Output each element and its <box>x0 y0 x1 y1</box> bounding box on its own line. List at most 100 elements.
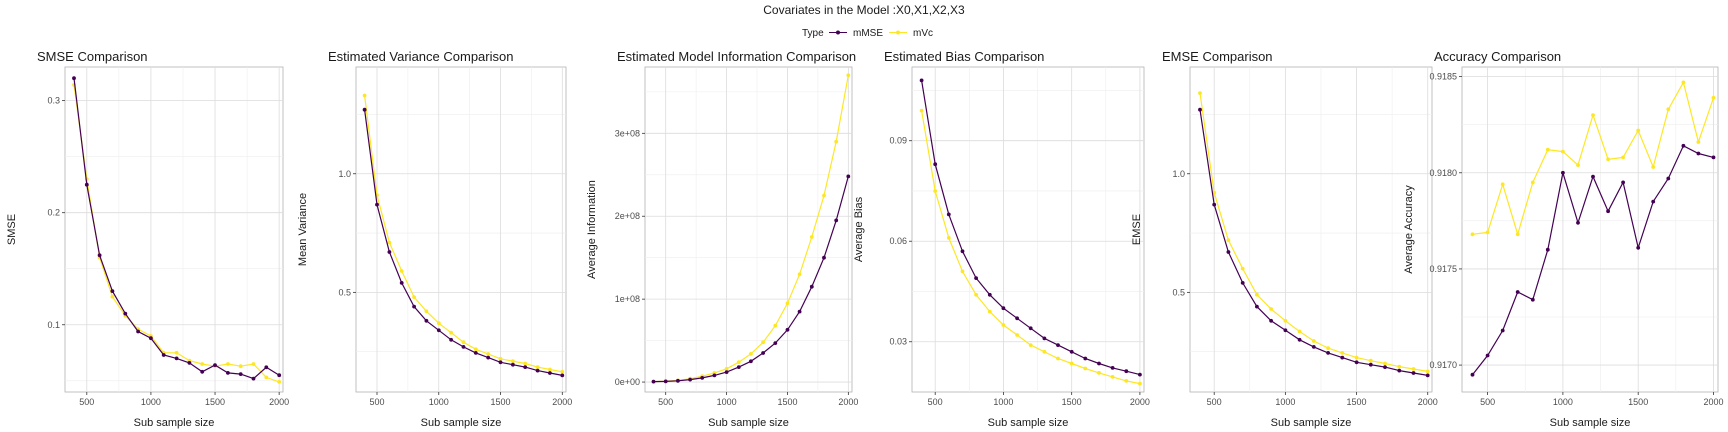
panel-border <box>64 66 284 393</box>
chart-panel: 0.5 1.0 500 1000 1500 2000 Estimated Variance … <box>297 49 572 429</box>
data-point-mmse <box>1606 209 1610 214</box>
data-point-mmse <box>123 311 128 316</box>
y-tick-label: 0.5 <box>1172 287 1185 297</box>
data-point-mmse <box>174 356 179 361</box>
x-tick-label: 500 <box>928 397 943 407</box>
x-tick-label: 1500 <box>491 397 511 407</box>
data-point-mvc <box>1240 266 1245 271</box>
data-point-mmse <box>1283 328 1288 333</box>
data-point-mvc <box>1561 149 1565 154</box>
y-tick-label: 0.9185 <box>1429 72 1457 82</box>
data-point-mvc <box>834 139 839 144</box>
data-point-mmse <box>461 345 466 349</box>
data-point-mmse <box>449 337 453 342</box>
data-point-mvc <box>1340 351 1345 355</box>
data-point-mmse <box>1326 351 1330 355</box>
data-point-mmse <box>1240 281 1245 285</box>
data-point-mvc <box>1138 381 1142 386</box>
y-tick-label: 0.3 <box>47 96 60 106</box>
data-point-mmse <box>1666 176 1671 181</box>
y-axis-label: SMSE <box>6 214 18 245</box>
data-point-mmse <box>1383 365 1387 369</box>
data-point-mvc <box>1470 232 1475 237</box>
data-point-mmse <box>1311 345 1316 349</box>
data-point-mmse <box>1212 202 1217 207</box>
data-point-mmse <box>987 292 992 297</box>
data-point-mvc <box>412 295 416 299</box>
panel-title: Estimated Bias Comparison <box>884 49 1044 64</box>
y-axis-label: EMSE <box>1131 214 1143 245</box>
y-tick-label: 0.06 <box>889 236 907 246</box>
data-point-mvc <box>1042 349 1047 354</box>
data-point-mmse <box>1097 361 1101 366</box>
data-point-mvc <box>773 323 778 328</box>
data-point-mmse <box>688 377 692 382</box>
panel-title: Accuracy Comparison <box>1434 49 1561 64</box>
x-tick-label: 2000 <box>269 397 289 407</box>
data-point-mmse <box>523 365 528 369</box>
data-point-mmse <box>1083 356 1088 361</box>
data-point-mmse <box>1621 180 1625 185</box>
data-point-mmse <box>946 212 951 217</box>
data-point-mmse <box>1711 155 1716 160</box>
x-tick-label: 500 <box>1207 397 1222 407</box>
panel-title: Estimated Variance Comparison <box>328 49 513 64</box>
data-point-mvc <box>1110 375 1115 379</box>
x-tick-label: 1500 <box>205 397 225 407</box>
data-point-mvc <box>1001 323 1006 327</box>
x-axis-label: Sub sample size <box>421 417 502 429</box>
data-point-mvc <box>436 321 441 326</box>
data-point-mmse <box>264 365 269 370</box>
x-tick-label: 2000 <box>838 397 858 407</box>
data-point-mmse <box>1297 337 1302 342</box>
data-point-mmse <box>238 372 243 376</box>
data-point-mmse <box>1425 373 1430 378</box>
data-point-mvc <box>933 189 938 193</box>
panel-title: EMSE Comparison <box>1162 49 1273 64</box>
data-point-mmse <box>809 284 814 289</box>
data-point-mvc <box>1028 343 1033 347</box>
data-point-mvc <box>960 269 965 274</box>
data-point-mmse <box>834 218 839 223</box>
data-point-mmse <box>486 355 491 360</box>
data-point-mmse <box>375 202 379 207</box>
data-point-mvc <box>809 235 814 239</box>
data-point-mmse <box>213 363 217 367</box>
data-point-mvc <box>1212 190 1217 195</box>
data-point-mmse <box>1681 143 1686 148</box>
data-point-mmse <box>846 174 851 179</box>
data-point-mmse <box>1636 245 1641 250</box>
panel-border <box>911 66 1145 393</box>
data-point-mmse <box>1696 151 1701 156</box>
data-point-mmse <box>436 328 441 333</box>
legend-mvc-label: mVc <box>913 28 933 39</box>
data-point-mvc <box>946 236 951 240</box>
data-point-mmse <box>149 336 153 341</box>
data-point-mvc <box>1083 366 1088 371</box>
data-point-mmse <box>700 376 705 380</box>
data-point-mvc <box>1311 339 1316 343</box>
legend: Type mMSE mVc <box>802 28 933 39</box>
data-point-mmse <box>822 255 826 260</box>
chart-panel: 0.5 1.0 500 1000 1500 2000 EMSE Comparison Sub … <box>1131 49 1438 429</box>
y-tick-label: 0.03 <box>889 337 907 347</box>
chart-panel: 0e+00 1e+08 2e+08 3e+08 500 1000 1500 2000 Estim… <box>586 49 858 429</box>
data-point-mmse <box>548 371 552 375</box>
data-point-mvc <box>1069 361 1074 366</box>
data-point-mmse <box>797 309 802 314</box>
data-point-mvc <box>424 309 429 314</box>
data-point-mmse <box>1269 318 1273 323</box>
data-point-mvc <box>1621 155 1625 160</box>
y-axis-label: Average Bias <box>853 196 865 262</box>
data-point-mvc <box>1651 165 1656 169</box>
x-tick-label: 1000 <box>429 397 449 407</box>
panel-title: Estimated Model Information Comparison <box>617 49 856 64</box>
data-point-mvc <box>785 301 790 306</box>
data-point-mmse <box>535 368 540 373</box>
data-point-mmse <box>362 107 367 112</box>
data-point-mmse <box>676 378 680 383</box>
data-point-mmse <box>785 327 790 332</box>
data-point-mmse <box>1255 304 1259 309</box>
